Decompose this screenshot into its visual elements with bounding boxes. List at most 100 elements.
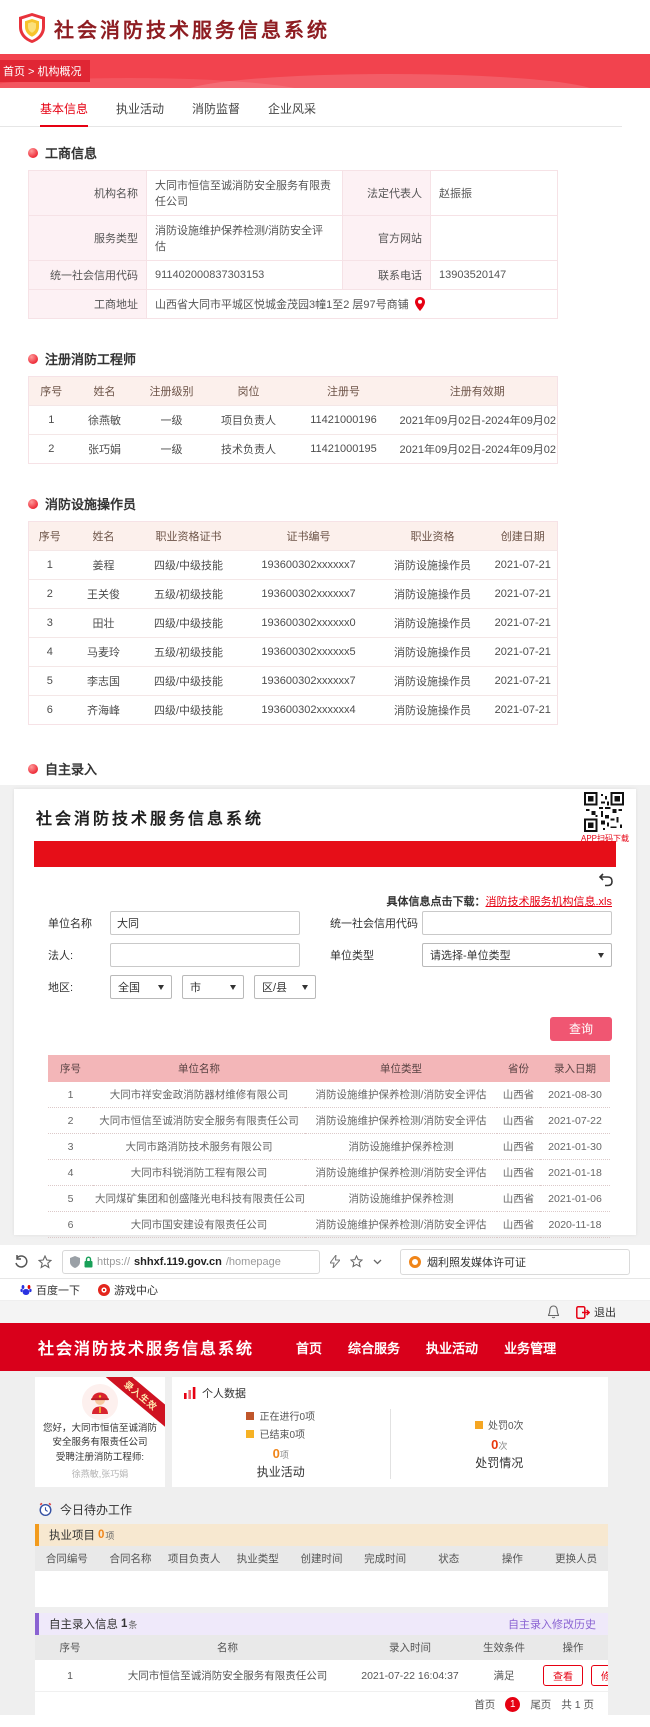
logout-button[interactable]: 退出 <box>576 1304 616 1320</box>
field-label: 统一社会信用代码 <box>28 260 147 290</box>
table-cell: 2021-07-21 <box>488 550 558 580</box>
projects-panel-header: 执业项目 0 项 <box>35 1524 608 1546</box>
entry-history-link[interactable]: 自主录入修改历史 <box>508 1619 596 1631</box>
table-header-row: 序号 姓名 职业资格证书 证书编号 职业资格 创建日期 <box>28 521 558 551</box>
legal-person-input[interactable] <box>110 943 300 967</box>
org-search-page: 社会消防技术服务信息系统 APP扫码下载 <box>0 785 650 1290</box>
self-entry-table: 序号 名称 录入时间 生效条件 操作 1 大同市恒信至诚消防安全服务有限责任公司 202… <box>35 1635 608 1691</box>
bookmark-star-icon[interactable] <box>38 1254 52 1269</box>
logout-icon <box>576 1305 590 1319</box>
column-header: 录入日期 <box>540 1055 610 1082</box>
table-header-row: 序号 姓名 注册级别 岗位 注册号 注册有效期 <box>28 376 558 406</box>
download-xls-link[interactable]: 消防技术服务机构信息.xls <box>485 896 613 908</box>
table-cell: 满足 <box>493 1670 515 1682</box>
table-cell: 大同市国安建设有限责任公司 <box>93 1211 305 1238</box>
table-cell: 山西省 <box>497 1211 540 1238</box>
pager-current-page[interactable]: 1 <box>505 1697 521 1712</box>
bookmark-baidu[interactable]: 百度一下 <box>20 1282 80 1298</box>
bell-icon[interactable] <box>547 1305 560 1319</box>
tab-practice-activity[interactable]: 执业活动 <box>116 102 165 116</box>
column-header: 更换人员 <box>544 1546 608 1571</box>
region-county-select[interactable]: 区/县 <box>254 975 316 999</box>
baidu-paw-icon <box>20 1284 32 1295</box>
view-button[interactable]: 查看 <box>543 1665 583 1686</box>
region-province-select[interactable]: 全国 <box>110 975 172 999</box>
back-icon[interactable] <box>598 873 614 887</box>
unit-type-label: 单位类型 <box>330 950 374 962</box>
self-entry-panel: 自主录入信息 1 条 自主录入修改历史 序号 名称 录入时间 生效条件 操作 1 大同市恒信… <box>35 1613 608 1715</box>
site-badge-icon[interactable] <box>70 1255 80 1268</box>
map-pin-icon[interactable] <box>414 297 425 311</box>
column-header: 序号 <box>48 1055 93 1082</box>
table-cell: 193600302xxxxxx5 <box>240 637 377 667</box>
field-value: 911402000837303153 <box>146 260 343 290</box>
table-cell: 四级/中级技能 <box>136 608 241 638</box>
page-title: 社会消防技术服务信息系统 <box>36 811 265 828</box>
address-bar[interactable]: https://shhxf.119.gov.cn/homepage <box>62 1249 320 1274</box>
table-cell: 6 <box>28 695 71 725</box>
tab-fire-supervision[interactable]: 消防监督 <box>192 102 241 116</box>
table-cell: 193600302xxxxxx0 <box>240 608 377 638</box>
unit-name-input[interactable] <box>110 911 300 935</box>
legend-square-punishment <box>474 1420 483 1429</box>
field-value: 山西省大同市平城区悦城金茂园3幢1至2 层97号商铺 <box>146 289 558 319</box>
qr-download-label: APP扫码下载 <box>580 834 629 843</box>
unit-type-select[interactable]: 请选择-单位类型 <box>422 943 612 967</box>
firefighter-icon <box>91 1392 109 1414</box>
table-cell: 消防设施操作员 <box>376 608 489 638</box>
table-cell: 大同市恒信至诚消防安全服务有限责任公司 <box>127 1670 328 1682</box>
section-heading-operators: 消防设施操作员 <box>28 494 650 513</box>
reload-icon[interactable] <box>14 1254 28 1269</box>
search-card-header: 社会消防技术服务信息系统 APP扫码下载 <box>14 789 636 843</box>
section-heading-business: 工商信息 <box>28 143 650 162</box>
favorite-star-icon[interactable] <box>350 1255 363 1268</box>
column-header: 生效条件 <box>470 1635 538 1660</box>
table-cell: 马麦玲 <box>70 637 137 667</box>
table-cell: 消防设施操作员 <box>376 695 489 725</box>
table-cell: 5 <box>48 1185 93 1212</box>
chevron-down-icon[interactable] <box>373 1259 382 1265</box>
table-cell: 2021-07-22 16:04:37 <box>361 1669 459 1682</box>
nav-item-practice[interactable]: 执业活动 <box>426 1340 479 1356</box>
table-cell: 山西省 <box>497 1082 540 1108</box>
nav-item-home[interactable]: 首页 <box>296 1340 323 1356</box>
column-header: 合同编号 <box>35 1546 99 1571</box>
page-title: 社会消防技术服务信息系统 <box>54 19 330 42</box>
credit-code-input[interactable] <box>422 911 612 935</box>
browser-window: https://shhxf.119.gov.cn/homepage 烟利照发媒体… <box>0 1245 650 1727</box>
search-button[interactable]: 查询 <box>550 1017 612 1041</box>
self-entry-count: 1 <box>121 1618 128 1630</box>
pager-first[interactable]: 首页 <box>474 1699 496 1711</box>
field-label: 工商地址 <box>28 289 147 319</box>
bookmark-game-center[interactable]: 游戏中心 <box>98 1282 158 1298</box>
lock-icon <box>84 1256 93 1268</box>
table-cell: 大同市祥安金政消防器材维修有限公司 <box>93 1082 305 1108</box>
app-title: 社会消防技术服务信息系统 <box>38 1341 255 1358</box>
browser-search-box[interactable]: 烟利照发媒体许可证 <box>400 1248 630 1275</box>
table-row: 3 大同市路消防技术服务有限公司 消防设施维护保养检测 山西省 2021-01-30 <box>48 1133 610 1160</box>
edit-button[interactable]: 修改 <box>591 1665 608 1686</box>
nav-item-services[interactable]: 综合服务 <box>348 1340 401 1356</box>
nav-item-business[interactable]: 业务管理 <box>504 1340 557 1356</box>
flash-icon[interactable] <box>330 1255 340 1268</box>
table-cell: 2021-07-21 <box>488 637 558 667</box>
tab-basic-info[interactable]: 基本信息 <box>40 100 89 127</box>
download-line: 具体信息点击下载：消防技术服务机构信息.xls <box>386 896 613 908</box>
table-cell: 193600302xxxxxx7 <box>240 550 377 580</box>
table-cell: 193600302xxxxxx7 <box>240 579 377 609</box>
breadcrumb-banner: 首页 > 机构概况 <box>0 54 650 88</box>
credit-code-label: 统一社会信用代码 <box>330 918 418 930</box>
tab-company-profile[interactable]: 企业风采 <box>268 102 317 116</box>
table-cell: 11421000195 <box>289 434 398 464</box>
table-row: 5 大同煤矿集团和创盛隆光电科技有限责任公司 消防设施维护保养检测 山西省 2021-0… <box>48 1185 610 1212</box>
table-cell: 消防设施操作员 <box>376 666 489 696</box>
table-row: 2 王关俊 五级/初级技能 193600302xxxxxx7 消防设施操作员 2021-0… <box>28 579 558 609</box>
table-row: 3 田壮 四级/中级技能 193600302xxxxxx0 消防设施操作员 2021-07… <box>28 608 558 638</box>
legend-square-inprogress <box>246 1411 255 1420</box>
region-city-select[interactable]: 市 <box>182 975 244 999</box>
table-cell: 2021-01-18 <box>540 1159 610 1186</box>
footer-gap <box>0 1715 650 1727</box>
field-label: 官方网站 <box>342 215 431 261</box>
pager-last[interactable]: 尾页 <box>530 1699 552 1711</box>
bar-chart-icon <box>184 1387 196 1399</box>
